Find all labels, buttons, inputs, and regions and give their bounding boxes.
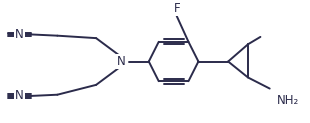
Text: F: F <box>173 2 180 15</box>
Text: N: N <box>117 55 125 68</box>
Text: NH₂: NH₂ <box>277 94 299 107</box>
Text: N: N <box>15 89 24 102</box>
Text: N: N <box>15 28 24 41</box>
